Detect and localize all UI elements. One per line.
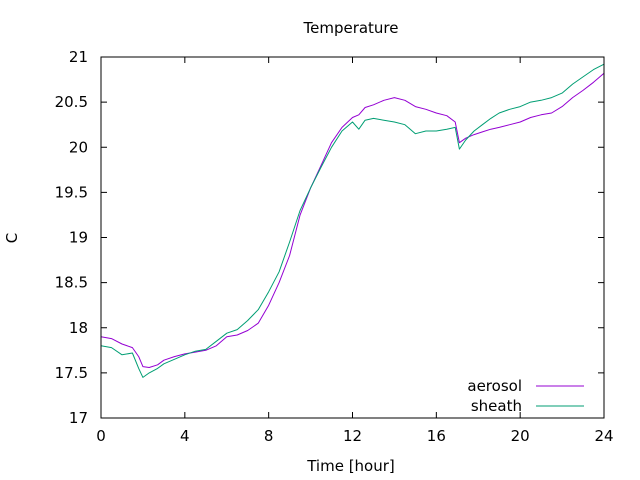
x-axis-label: Time [hour] xyxy=(306,457,395,475)
x-tick-label: 12 xyxy=(343,427,362,445)
y-tick-label: 18.5 xyxy=(55,274,88,292)
x-tick-label: 16 xyxy=(427,427,446,445)
x-tick-label: 8 xyxy=(264,427,274,445)
x-tick-label: 24 xyxy=(594,427,613,445)
y-tick-label: 21 xyxy=(69,48,88,66)
axis-ticks xyxy=(100,56,605,419)
y-tick-label: 17.5 xyxy=(55,364,88,382)
plot-frame xyxy=(100,56,605,419)
chart-title: Temperature xyxy=(302,19,398,37)
legend-label-aerosol: aerosol xyxy=(467,377,522,395)
y-tick-label: 18 xyxy=(69,319,88,337)
series-lines xyxy=(100,63,605,378)
series-line-aerosol xyxy=(100,72,605,368)
y-tick-label: 20 xyxy=(69,138,88,156)
y-tick-label: 17 xyxy=(69,409,88,427)
y-tick-label: 19 xyxy=(69,229,88,247)
series-line-sheath xyxy=(100,63,605,378)
tick-labels: 0 4 8 12 16 20 24 17 17.5 18 18.5 19 19.5 20 20.5 21 xyxy=(55,48,614,445)
x-tick-label: 4 xyxy=(180,427,190,445)
y-tick-label: 19.5 xyxy=(55,183,88,201)
y-axis-label: C xyxy=(3,233,21,243)
legend-label-sheath: sheath xyxy=(471,397,522,415)
x-tick-label: 20 xyxy=(511,427,530,445)
x-tick-label: 0 xyxy=(96,427,106,445)
legend: aerosol sheath xyxy=(467,377,584,415)
y-tick-label: 20.5 xyxy=(55,93,88,111)
